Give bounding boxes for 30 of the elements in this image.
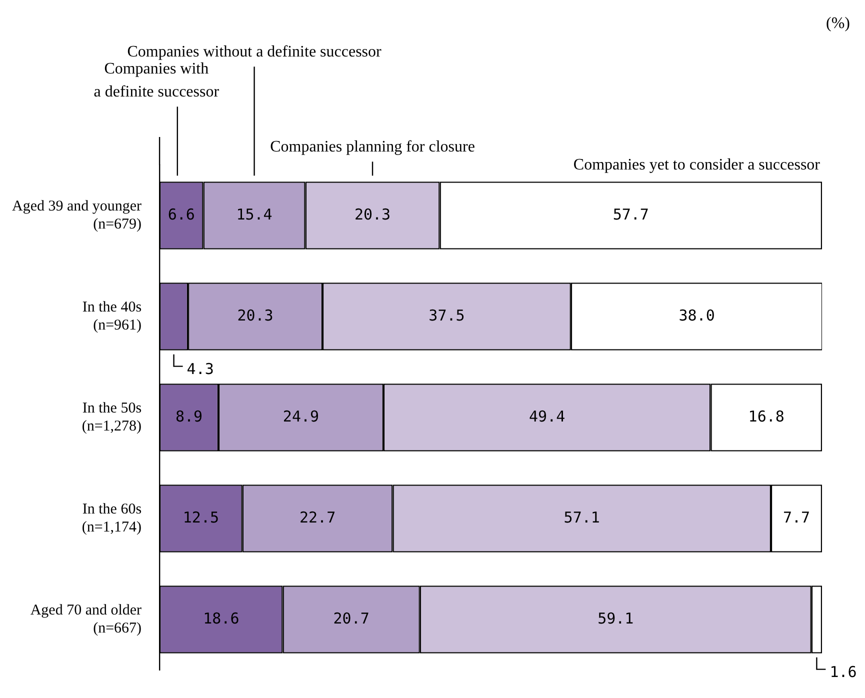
data-label: 37.5 bbox=[428, 306, 465, 324]
data-label: 59.1 bbox=[598, 609, 634, 628]
data-label: 1.6 bbox=[830, 663, 857, 682]
data-label: 57.1 bbox=[564, 508, 600, 526]
data-label: 8.9 bbox=[175, 407, 203, 426]
data-label: 20.3 bbox=[354, 205, 391, 224]
data-label: 12.5 bbox=[182, 508, 220, 526]
text: Companies with a definite successor bbox=[94, 60, 220, 101]
data-label: 49.4 bbox=[529, 407, 566, 426]
series-label: Companies yet to consider a successor bbox=[573, 156, 821, 174]
text: Companies planning for closure bbox=[270, 138, 475, 156]
data-label: 18.6 bbox=[203, 609, 240, 628]
y-tick-label: Aged 70 and older (n=667) bbox=[30, 602, 142, 636]
data-label: 7.7 bbox=[782, 508, 810, 526]
data-label: 20.3 bbox=[237, 306, 274, 324]
text: Companies without a definite successor bbox=[127, 44, 382, 61]
data-label: 4.3 bbox=[186, 360, 214, 378]
data-label: 16.8 bbox=[748, 407, 784, 426]
data-label: 57.7 bbox=[612, 205, 649, 224]
y-tick-label: In the 40s (n=961) bbox=[82, 299, 142, 334]
data-label: 15.4 bbox=[236, 205, 272, 224]
y-tick-label: In the 50s (n=1,278) bbox=[82, 400, 142, 434]
data-label: 20.7 bbox=[333, 609, 370, 628]
y-tick-label: In the 60s (n=1,174) bbox=[82, 501, 142, 536]
data-label: 38.0 bbox=[678, 306, 715, 324]
data-label: 24.9 bbox=[282, 407, 320, 426]
data-label: 6.6 bbox=[168, 205, 195, 224]
y-tick-label: Aged 39 and younger (n=679) bbox=[12, 198, 142, 232]
data-label: 22.7 bbox=[299, 508, 336, 526]
text: (%) bbox=[826, 15, 850, 32]
